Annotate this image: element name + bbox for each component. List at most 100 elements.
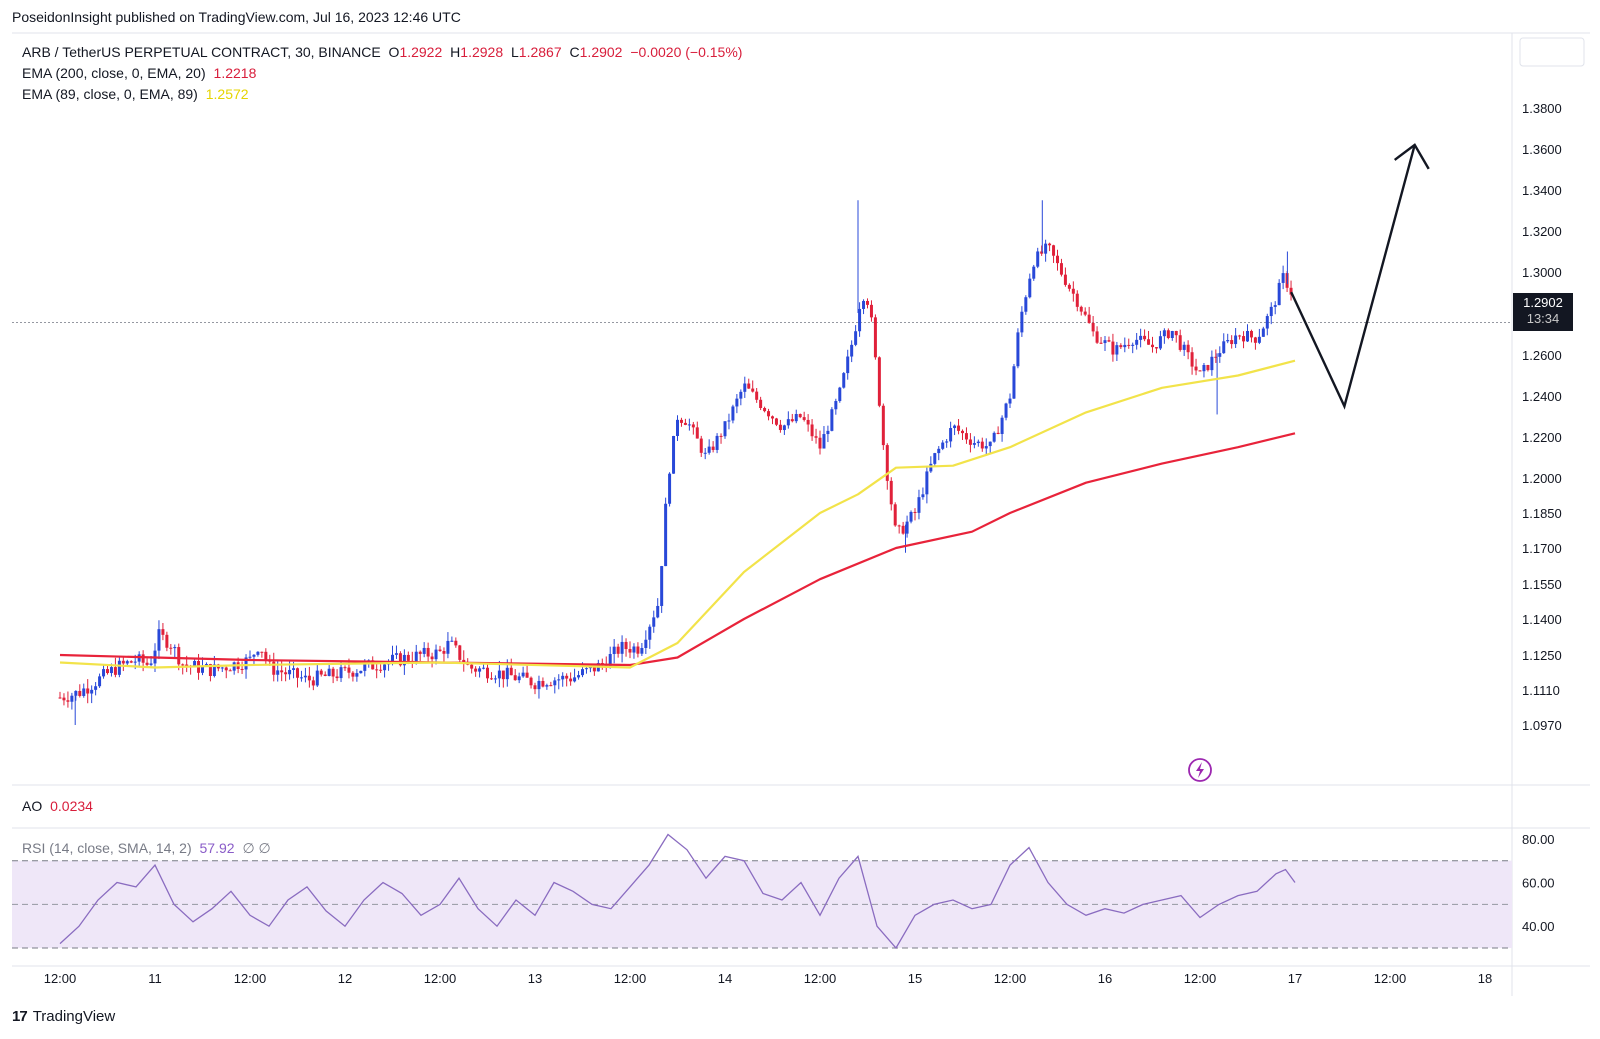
candle-body [486,667,489,679]
time-tick: 11 [148,971,162,986]
candle-body [193,661,197,667]
candle-body [414,651,418,662]
candle-body [925,471,929,495]
candle-body [1158,336,1162,349]
candle-body [1067,284,1071,289]
candle-body [509,667,513,676]
close-value: 1.2902 [579,44,623,60]
candle-body [660,566,664,606]
candle-body [751,388,755,392]
candle-body [652,617,656,627]
candle-body [846,356,850,374]
candle-body [869,304,873,318]
candle-body [470,664,474,669]
candle-body [1226,340,1230,342]
candle-body [759,399,763,409]
candle-body [331,668,335,677]
candle-body [323,674,327,676]
rsi-legend[interactable]: RSI (14, close, SMA, 14, 2) 57.92 ∅ ∅ [22,840,275,857]
candle-body [1273,305,1277,307]
candle-body [141,654,145,663]
price-tick: 1.3800 [1522,101,1562,116]
candle-body [679,419,683,423]
candle-body [181,664,185,666]
rsi-line-group [59,833,1296,950]
candle-body [620,641,624,654]
candle-body [953,425,957,429]
candle-body [656,605,660,618]
projection-arrow[interactable] [1290,143,1430,410]
candle-body [719,435,723,437]
price-tick: 1.1850 [1522,506,1562,521]
candle-body [743,383,747,392]
candle-body [303,675,307,678]
candle-body [1154,347,1158,349]
candle-body [747,383,751,389]
candle-body [941,442,945,449]
symbol-title[interactable]: ARB / TetherUS PERPETUAL CONTRACT, 30, B… [22,44,381,60]
candle-body [375,669,379,671]
candle-body [517,676,521,681]
candle-body [957,425,961,431]
main-legend: ARB / TetherUS PERPETUAL CONTRACT, 30, B… [22,44,746,60]
candle-body [94,686,98,690]
candle-body [1123,344,1127,348]
candle-body [905,521,909,534]
candle-body [1269,306,1273,317]
candle-body [774,418,778,425]
candle-body [573,677,577,682]
rsi-label: RSI (14, close, SMA, 14, 2) [22,840,192,856]
candle-body [240,668,244,670]
candle-body [1036,251,1040,267]
price-axis[interactable]: 1.38001.36001.34001.32001.30001.28001.26… [1522,101,1562,733]
ema89-legend[interactable]: EMA (89, close, 0, EMA, 89) 1.2572 [22,86,253,102]
candle-body [581,669,584,676]
candle-body [458,645,462,660]
price-tick: 1.3200 [1522,224,1562,239]
candle-body [858,308,862,332]
ema200-legend[interactable]: EMA (200, close, 0, EMA, 20) 1.2218 [22,65,260,81]
candle-body [145,662,149,665]
candle-body [644,639,648,648]
candle-body [1115,345,1119,355]
candle-body [82,688,86,696]
candle-body [648,626,652,640]
price-tick: 1.2200 [1522,430,1562,445]
candle-body [707,446,711,453]
alert-icon[interactable] [1188,758,1212,782]
candle-body [909,511,913,522]
candle-body [1087,314,1091,324]
candle-body [802,417,806,420]
candle-body [177,647,181,665]
time-tick: 15 [908,971,922,986]
candle-body [1059,263,1063,275]
time-axis[interactable]: 12:00 11 12:00 12 12:00 13 12:00 14 12:00 15 12:00… [44,971,1493,986]
candle-body [66,700,70,702]
candle-body [438,649,442,652]
candle-body [90,689,94,694]
candle-body [379,669,383,671]
candle-body [1206,365,1210,371]
candle-body [359,670,363,674]
price-tick: 1.1250 [1522,648,1562,663]
candle-body [1238,335,1242,337]
ao-legend[interactable]: AO 0.0234 [22,798,97,814]
candle-body [1052,245,1056,256]
candle-body [584,668,588,670]
candle-body [371,660,375,670]
open-value: 1.2922 [399,44,443,60]
candle-body [1063,274,1067,285]
candle-body [1186,344,1190,353]
candle-body [422,647,426,654]
candle-body [284,672,288,675]
candle-body [945,441,949,443]
candle-body [687,424,691,426]
candle-body [1048,243,1052,246]
candle-body [343,667,347,669]
candle-body [149,663,153,665]
candle-body [248,656,252,658]
candle-body [1056,255,1059,264]
candle-body [786,419,790,426]
candle-body [117,660,121,675]
tradingview-logo[interactable]: 17 TradingView [12,1008,115,1025]
